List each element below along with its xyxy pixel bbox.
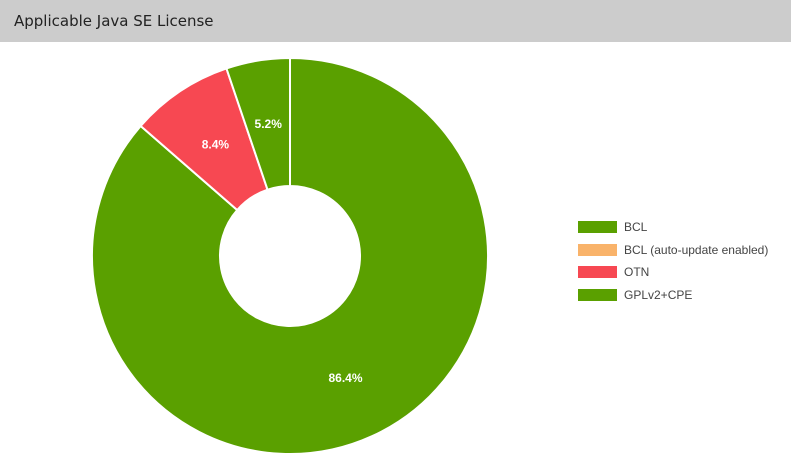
chart-legend: BCL BCL (auto-update enabled) OTN GPLv2+CPE [578, 216, 768, 306]
legend-swatch [578, 243, 617, 256]
legend-label: BCL (auto-update enabled) [624, 242, 769, 257]
legend-item-otn[interactable]: OTN [578, 261, 768, 284]
slice-gplv2-cpe-label: 5.2% [255, 117, 283, 131]
legend-label: BCL [624, 220, 648, 235]
slice-otn-label: 8.4% [202, 138, 230, 152]
legend-swatch [578, 221, 617, 234]
legend-item-bcl-auto-update-enabled[interactable]: BCL (auto-update enabled) [578, 239, 768, 262]
legend-swatch [578, 288, 617, 301]
slice-remainder[interactable] [91, 56, 489, 455]
legend-item-bcl[interactable]: BCL [578, 216, 768, 239]
legend-swatch [578, 266, 617, 279]
slice-gplv2-cpe[interactable] [225, 56, 291, 191]
widget-header: Applicable Java SE License [0, 0, 791, 42]
slice-remainder-label: 86.4% [329, 371, 363, 385]
widget-title: Applicable Java SE License [14, 12, 214, 30]
legend-item-gplv2-cpe[interactable]: GPLv2+CPE [578, 284, 768, 307]
legend-label: OTN [624, 265, 650, 280]
legend-label: GPLv2+CPE [624, 287, 693, 302]
